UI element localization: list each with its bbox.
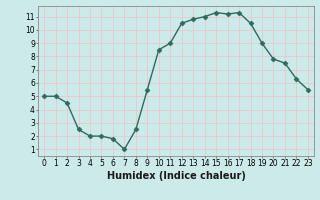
- X-axis label: Humidex (Indice chaleur): Humidex (Indice chaleur): [107, 171, 245, 181]
